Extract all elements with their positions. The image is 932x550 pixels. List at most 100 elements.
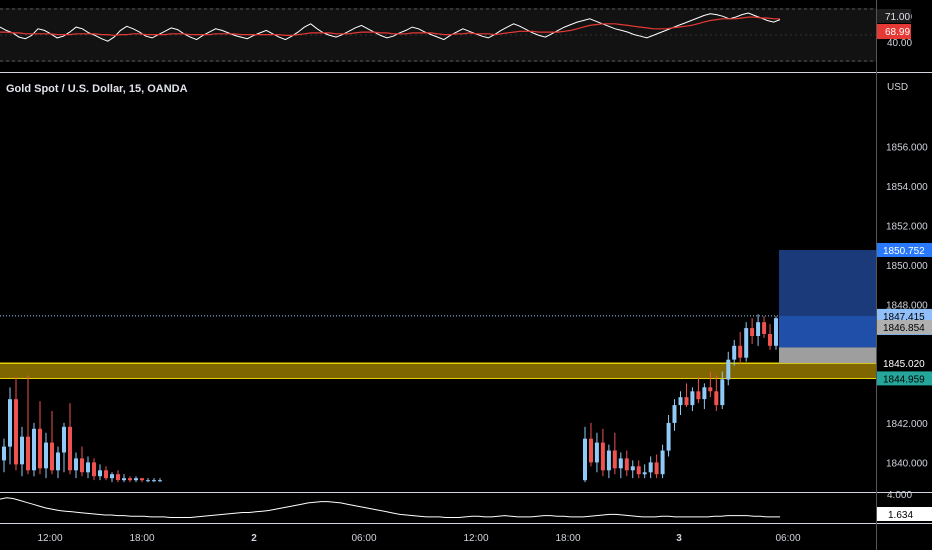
candle-body xyxy=(702,387,707,400)
candle-body xyxy=(594,442,599,463)
entry-badge: 1846.854 xyxy=(883,323,925,334)
candle-body xyxy=(750,328,755,336)
candle-body xyxy=(774,318,778,346)
price-tick: 1842.000 xyxy=(886,419,928,430)
currency-label[interactable]: USD xyxy=(887,82,908,93)
candle-body xyxy=(2,446,6,461)
time-tick: 18:00 xyxy=(555,533,580,544)
zones xyxy=(0,250,876,379)
rsi-ma-line xyxy=(0,16,780,37)
candle-body xyxy=(98,470,102,477)
candle-body xyxy=(80,458,84,473)
candle-body xyxy=(696,391,701,400)
candle-body xyxy=(56,452,60,471)
candle-body xyxy=(612,450,617,469)
candle-body xyxy=(660,450,665,475)
candle-body xyxy=(32,428,36,471)
candle-body xyxy=(152,480,156,482)
time-tick: 06:00 xyxy=(775,533,800,544)
price-ticks: 1856.000 1854.000 1852.000 1850.000 1848.000… xyxy=(886,142,928,469)
rsi-lines xyxy=(0,12,781,42)
indicator-line xyxy=(0,497,780,518)
indicator-line xyxy=(0,497,780,518)
rsi-ma-badge: 68.99 xyxy=(885,27,910,38)
support-bottom-badge: 1844.959 xyxy=(883,374,925,385)
candle-body xyxy=(74,458,78,471)
support-top-badge-bg xyxy=(877,356,932,371)
entry-zone xyxy=(779,315,876,348)
target-badge-bg xyxy=(877,243,932,257)
candle-body xyxy=(618,458,623,469)
rsi-ma-badge-bg xyxy=(877,24,911,39)
indicator-badge-bg xyxy=(877,507,932,521)
candle-body xyxy=(636,466,641,475)
candle-body xyxy=(756,322,761,336)
candle-body xyxy=(140,478,144,481)
candle-body xyxy=(104,470,108,479)
indicator-badge: 1.634 xyxy=(888,510,913,521)
target-badge: 1850.752 xyxy=(883,246,925,257)
candle-body xyxy=(44,442,48,469)
rsi-line xyxy=(0,12,781,42)
candle-body xyxy=(726,359,731,380)
price-tick: 1840.000 xyxy=(886,458,928,469)
support-top-badge: 1845.020 xyxy=(883,359,925,370)
stop-zone xyxy=(779,347,876,364)
main-price-pane[interactable]: Gold Spot / U.S. Dollar, 15, OANDA xyxy=(0,83,876,483)
candle-body xyxy=(589,438,593,463)
candle-body xyxy=(768,334,772,346)
indicator-tick: 4.000 xyxy=(887,490,912,501)
candle-body xyxy=(50,442,54,471)
candle-body xyxy=(110,474,114,479)
candle-body xyxy=(20,436,24,465)
candle-body xyxy=(134,478,138,481)
time-tick: 3 xyxy=(676,533,682,544)
price-tick: 1850.000 xyxy=(886,261,928,272)
candle-body xyxy=(62,426,66,453)
candle-body xyxy=(68,426,72,471)
price-badge: 1847.415 xyxy=(883,312,925,323)
price-badges: 80.0040.0071.0068.991850.7521847.41500:4… xyxy=(877,9,932,521)
candle-body xyxy=(678,397,683,406)
candle-body xyxy=(666,422,671,451)
candle-body xyxy=(630,466,635,471)
candle-body xyxy=(86,462,90,473)
candle-body xyxy=(14,399,18,465)
candle-body xyxy=(38,428,42,469)
candle-body xyxy=(708,387,713,392)
symbol-title[interactable]: Gold Spot / U.S. Dollar, 15, OANDA xyxy=(6,83,188,95)
rsi-pane[interactable] xyxy=(0,8,876,62)
candle-body xyxy=(158,480,162,482)
candle-body xyxy=(624,458,629,471)
time-tick: 18:00 xyxy=(129,533,154,544)
candle-body xyxy=(648,462,653,473)
candle-body xyxy=(738,345,743,358)
entry-badge-bg xyxy=(877,320,932,334)
candle-body xyxy=(26,436,30,471)
time-tick: 12:00 xyxy=(463,533,488,544)
price-tick: 1852.000 xyxy=(886,221,928,232)
time-tick: 2 xyxy=(251,533,257,544)
price-axis[interactable]: USD 1856.000 1854.000 1852.000 1850.000 1848… xyxy=(877,9,932,521)
time-axis[interactable]: 12:00 18:00 2 06:00 12:00 18:00 3 06:00 xyxy=(37,533,800,544)
candle-body xyxy=(146,480,150,482)
candle-body xyxy=(583,438,587,481)
candle-body xyxy=(600,442,605,471)
candle-body xyxy=(762,322,767,334)
candles xyxy=(2,314,778,483)
candle-body xyxy=(122,478,126,481)
candle-body xyxy=(642,472,647,475)
candle-body xyxy=(690,391,695,406)
target-zone xyxy=(779,250,876,316)
candle-body xyxy=(684,397,689,406)
indicator-pane[interactable] xyxy=(0,497,780,518)
candle-body xyxy=(606,450,611,471)
price-tick: 1848.000 xyxy=(886,300,928,311)
candle-body xyxy=(672,405,677,423)
candle-body xyxy=(732,345,737,360)
support-zone xyxy=(0,363,876,379)
candle-body xyxy=(744,328,749,358)
price-tick: 1854.000 xyxy=(886,182,928,193)
